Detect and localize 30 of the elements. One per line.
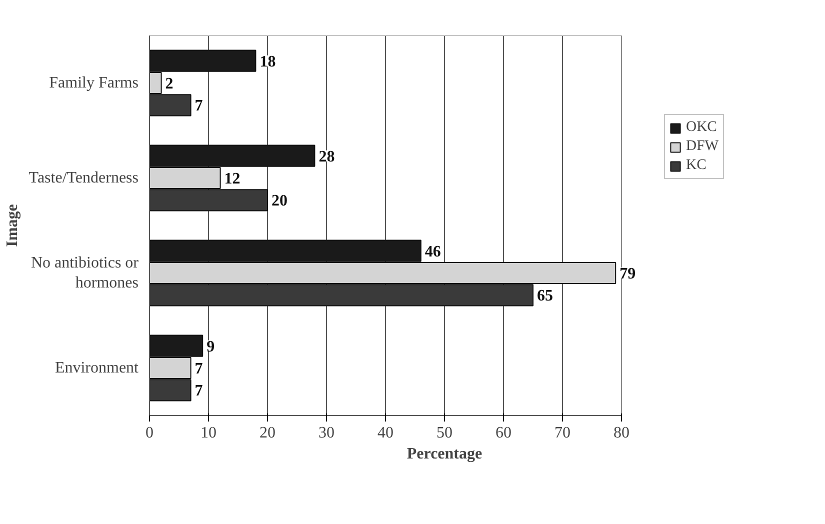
data-label: 12: [224, 170, 240, 188]
y-tick-label: Environment: [54, 360, 140, 376]
data-label: 9: [206, 338, 215, 356]
data-label: 7: [194, 382, 203, 400]
x-tick-label: 80: [614, 424, 630, 442]
x-tick-label: 0: [146, 424, 154, 442]
data-label: 2: [165, 76, 174, 92]
data-label: 65: [537, 288, 553, 305]
data-label: 18: [260, 53, 276, 70]
data-label: 46: [424, 243, 441, 260]
x-tick-label: 40: [378, 424, 394, 442]
legend-label: DFW: [686, 138, 719, 156]
legend-label: OKC: [686, 119, 717, 136]
x-tick-label: 50: [436, 424, 452, 442]
y-axis-title: Image: [4, 204, 21, 247]
y-tick-label: No antibiotics or hormones: [30, 254, 140, 292]
data-label: 7: [194, 98, 203, 115]
x-tick-label: 10: [200, 424, 216, 442]
data-label: 79: [620, 266, 636, 282]
legend-label: KC: [686, 157, 706, 174]
x-tick-label: 20: [260, 424, 276, 442]
x-axis-title: Percentage: [406, 446, 482, 462]
y-tick-label: Family Farms: [49, 74, 139, 92]
x-tick-label: 70: [554, 424, 570, 442]
data-label: 20: [272, 192, 288, 210]
data-label: 7: [194, 360, 203, 378]
y-tick-label: Taste/Tenderness: [28, 170, 138, 186]
x-tick-label: 60: [496, 424, 512, 442]
x-tick-label: 30: [318, 424, 334, 442]
data-label: 28: [318, 148, 335, 166]
